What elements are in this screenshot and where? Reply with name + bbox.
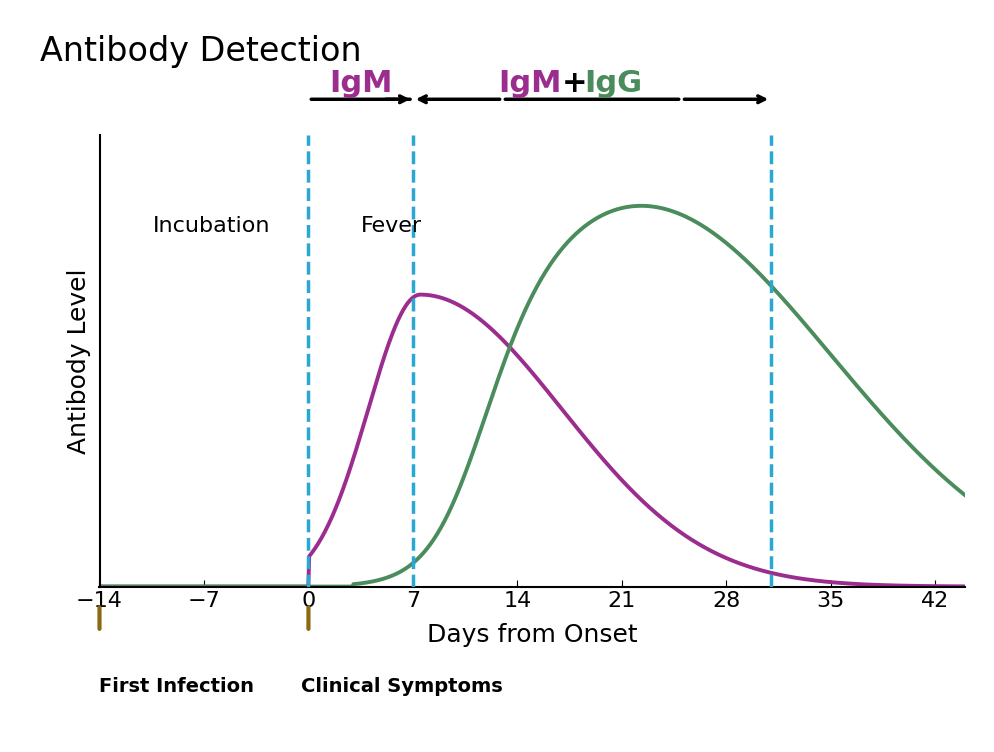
Y-axis label: Antibody Level: Antibody Level	[68, 268, 91, 453]
X-axis label: Days from Onset: Days from Onset	[426, 623, 637, 647]
Text: Antibody Detection: Antibody Detection	[40, 35, 361, 68]
Text: Incubation: Incubation	[152, 216, 270, 235]
Text: First Infection: First Infection	[99, 677, 254, 696]
Text: IgG: IgG	[583, 69, 642, 98]
Text: Fever: Fever	[360, 216, 421, 235]
Text: IgM: IgM	[498, 69, 562, 98]
Text: Clinical Symptoms: Clinical Symptoms	[300, 677, 502, 696]
Text: +: +	[561, 69, 586, 98]
Text: IgM: IgM	[329, 69, 392, 98]
